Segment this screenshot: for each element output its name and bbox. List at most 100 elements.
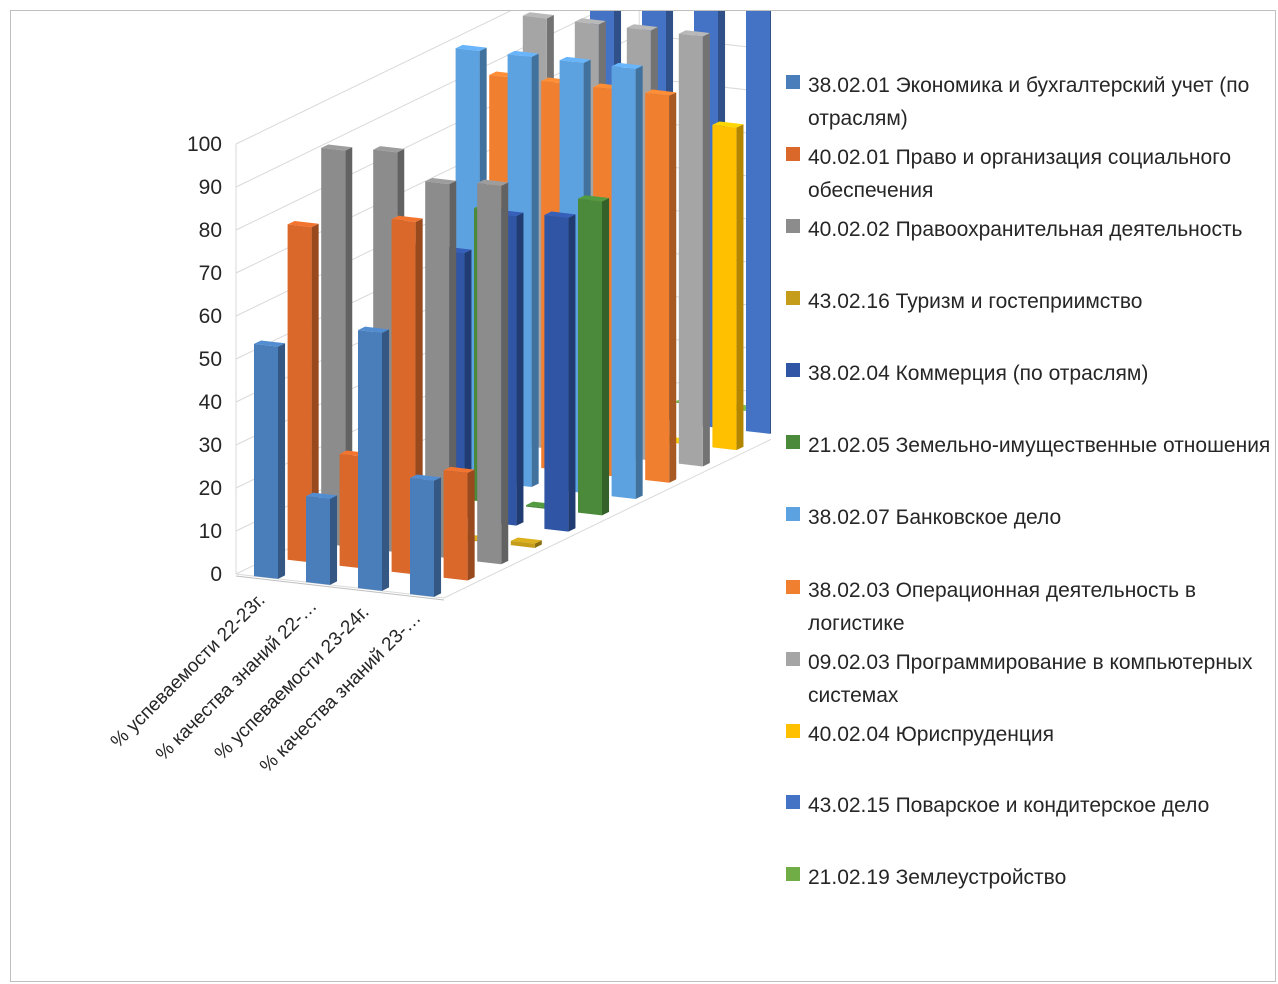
y-tick-label: 10 [199, 520, 222, 543]
bar [358, 326, 390, 591]
bar-top [559, 56, 591, 64]
legend-item: 21.02.05 Земельно-имущественные отношени… [786, 429, 1276, 462]
bar-top [287, 220, 319, 228]
legend-item: 21.02.19 Землеустройство [786, 861, 1276, 894]
legend-item: 40.02.02 Правоохранительная деятельность [786, 213, 1276, 246]
bar [477, 179, 509, 565]
legend-label: 40.02.01 Право и организация социального… [808, 146, 1232, 202]
bar-front [611, 66, 636, 500]
bar-top [410, 474, 442, 481]
legend-swatch [786, 580, 800, 594]
bar-side [736, 124, 744, 451]
y-tick-label: 90 [199, 176, 222, 199]
bar-side [635, 65, 643, 500]
bar-side [467, 469, 475, 581]
bar-top [578, 195, 610, 202]
bar-front [287, 224, 312, 563]
gridline [235, 11, 600, 188]
bar [678, 30, 710, 467]
bar-top [373, 146, 405, 153]
bar-side [434, 477, 442, 597]
y-tick-label: 70 [199, 262, 222, 285]
bar-top [522, 12, 554, 19]
bar-top [391, 215, 423, 222]
bar-side [531, 53, 539, 488]
y-tick-label: 50 [199, 348, 222, 371]
bar-front [578, 198, 602, 516]
bar-top [358, 326, 390, 333]
x-axis: % успеваемости 22-23г.% качества знаний … [107, 575, 445, 777]
y-tick-label: 100 [187, 133, 222, 156]
legend-label: 40.02.04 Юриспруденция [808, 723, 1054, 746]
bar-top [544, 211, 576, 218]
legend-label: 09.02.03 Программирование в компьютерных… [808, 651, 1253, 707]
bar-top [678, 30, 710, 37]
gridline [235, 11, 512, 145]
legend-item: 38.02.03 Операционная деятельность в лог… [786, 574, 1276, 640]
bar-front [678, 33, 703, 467]
bar [746, 11, 771, 434]
bar-front [746, 11, 770, 434]
bar-front [510, 540, 535, 548]
y-tick-label: 40 [199, 391, 222, 414]
bar-top [425, 177, 457, 185]
legend-item: 43.02.15 Поварское и кондитерское дело [786, 789, 1276, 822]
bar-side [702, 33, 710, 467]
bar-top [645, 89, 677, 96]
bar-top [306, 492, 338, 499]
legend-swatch [786, 291, 800, 305]
bar-front [425, 181, 450, 559]
bar-top [443, 466, 475, 474]
legend-swatch [786, 219, 800, 233]
legend-label: 38.02.04 Коммерция (по отраслям) [808, 362, 1149, 385]
legend-swatch [786, 507, 800, 521]
bar-top [477, 179, 509, 186]
bar-side [382, 329, 390, 591]
bar [321, 144, 353, 547]
bar-side [345, 147, 353, 547]
legend-label: 40.02.02 Правоохранительная деятельность [808, 218, 1243, 241]
bar-top [455, 44, 487, 52]
bar [254, 340, 286, 579]
bar [306, 492, 338, 585]
bar-front [306, 496, 330, 585]
bar-side [449, 180, 457, 559]
legend-swatch [786, 75, 800, 89]
legend-swatch [786, 795, 800, 809]
bar-top [574, 18, 606, 25]
bar [611, 62, 643, 500]
bar-top [611, 62, 643, 70]
bar-top [254, 340, 286, 347]
y-tick-label: 0 [210, 563, 222, 586]
bar-front [391, 219, 416, 575]
legend-swatch [786, 867, 800, 881]
floor-edge [235, 438, 771, 599]
legend-item: 38.02.01 Экономика и бухгалтерский учет … [786, 69, 1276, 135]
legend-label: 43.02.15 Поварское и кондитерское дело [808, 794, 1210, 817]
bar-top [510, 537, 542, 544]
bar-top [626, 24, 658, 31]
bar-side [669, 92, 677, 483]
bar [712, 121, 744, 451]
bar [578, 195, 610, 516]
bar-front [712, 124, 737, 451]
bar-side [464, 249, 472, 520]
bar [645, 89, 677, 483]
chart-frame: 0 10 20 30 40 50 60 70 80 90 100 % успеваемости 22… [10, 10, 1276, 982]
bar-front [321, 147, 346, 547]
bar-front [339, 453, 364, 569]
legend-item: 40.02.01 Право и организация социального… [786, 141, 1276, 207]
legend-label: 38.02.03 Операционная деятельность в лог… [808, 579, 1197, 635]
y-tick-label: 30 [199, 434, 222, 457]
bar-side [602, 198, 610, 516]
bar-front [410, 477, 434, 597]
legend-swatch [786, 724, 800, 738]
bar-side [516, 212, 524, 526]
legend-swatch [786, 363, 800, 377]
legend-item: 38.02.04 Коммерция (по отраслям) [786, 357, 1276, 390]
bar [425, 177, 457, 559]
bar-side [534, 540, 542, 548]
bar-top [712, 121, 744, 128]
bar-side [501, 182, 509, 565]
y-axis: 0 10 20 30 40 50 60 70 80 90 100 [187, 133, 222, 586]
